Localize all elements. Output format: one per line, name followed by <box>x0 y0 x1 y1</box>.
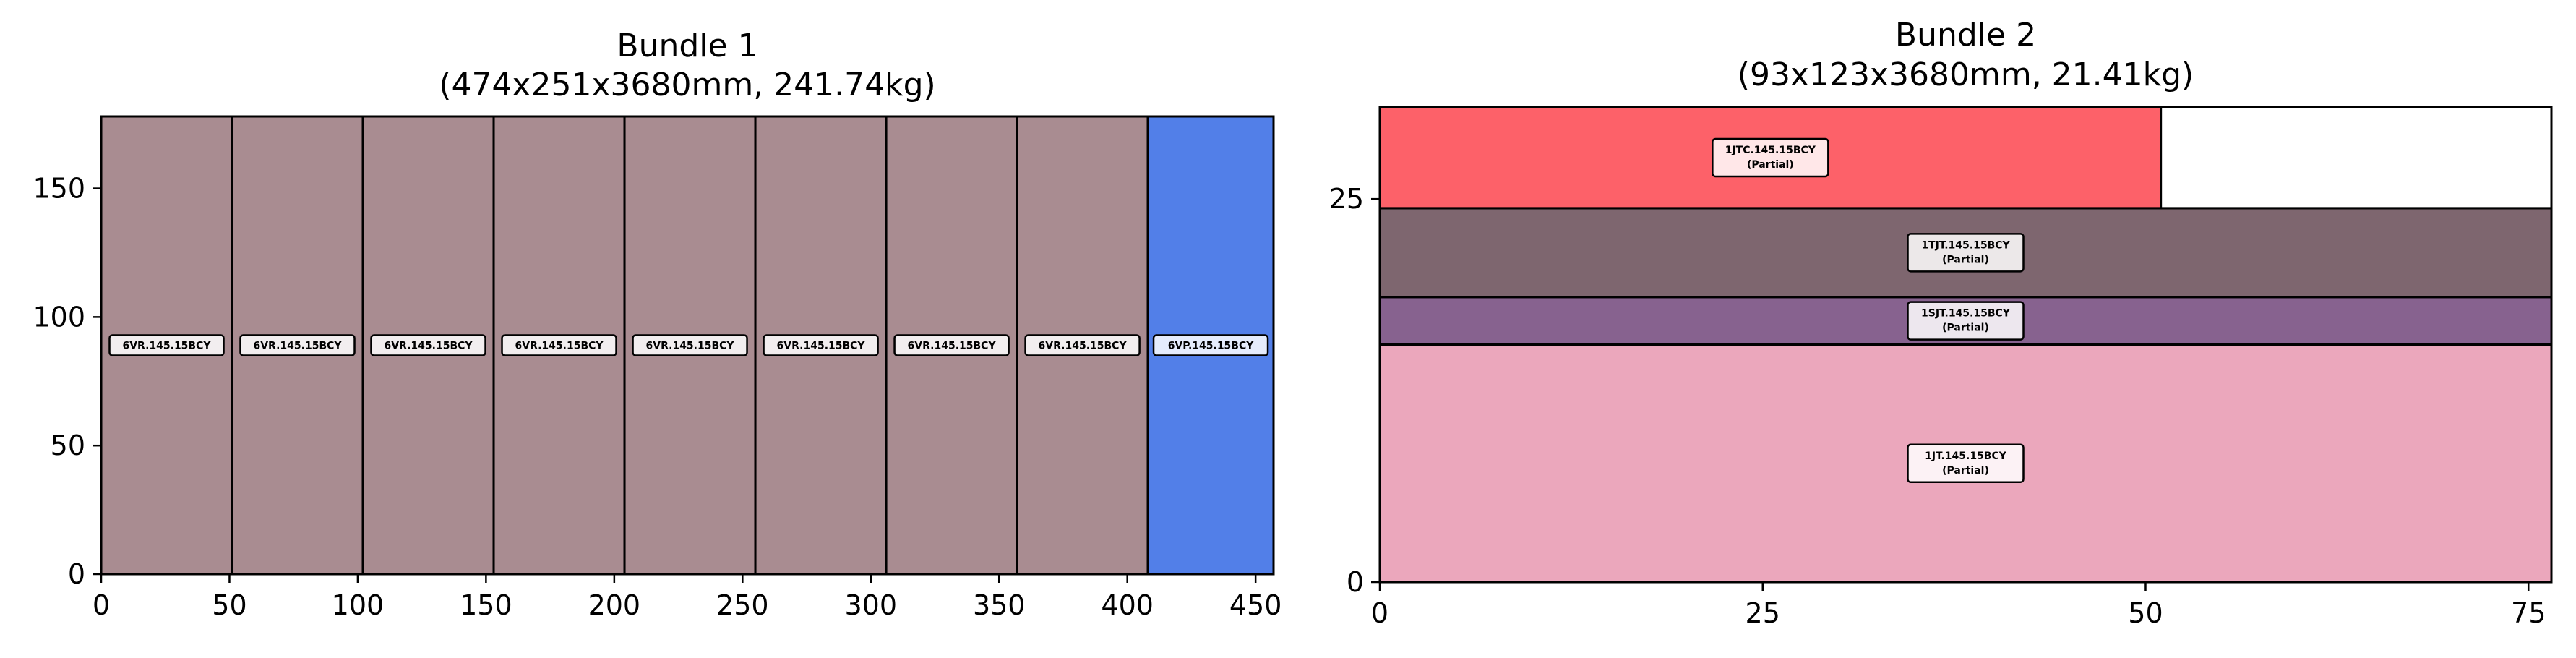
piece-label: 6VR.145.15BCY <box>1039 341 1128 352</box>
piece-label: 6VR.145.15BCY <box>385 341 473 352</box>
chart-title: Bundle 2 <box>1895 17 2036 54</box>
x-tick-label: 50 <box>212 589 246 621</box>
piece-label-box <box>1152 334 1269 356</box>
piece-label: 1SJT.145.15BCY <box>1921 308 2011 320</box>
x-tick-label: 200 <box>588 589 641 621</box>
chart-subtitle: (474x251x3680mm, 241.74kg) <box>439 67 935 103</box>
piece-label-box <box>1907 301 2025 341</box>
piece-label-box <box>108 334 225 356</box>
y-tick-label: 0 <box>1347 566 1364 598</box>
piece-label: 1JT.145.15BCY <box>1925 450 2007 462</box>
piece-label-box <box>1907 443 2025 483</box>
piece-label-box <box>1907 233 2025 273</box>
x-tick-label: 100 <box>332 589 385 621</box>
piece-label-box <box>239 334 356 356</box>
piece-sublabel: (Partial) <box>1942 322 1989 334</box>
piece-sublabel: (Partial) <box>1942 254 1989 265</box>
piece-label: 6VR.145.15BCY <box>515 341 604 352</box>
x-tick-label: 0 <box>1371 597 1388 629</box>
piece-label-box <box>370 334 486 356</box>
x-tick-label: 150 <box>460 589 512 621</box>
y-tick-label: 50 <box>51 430 85 461</box>
piece-label: 6VR.145.15BCY <box>908 341 997 352</box>
piece-rect <box>2160 106 2553 210</box>
x-tick-label: 250 <box>716 589 769 621</box>
chart-1: Bundle 1(474x251x3680mm, 241.74kg) 6VR.14… <box>33 27 1281 621</box>
x-tick-label: 400 <box>1101 589 1154 621</box>
chart-subtitle: (93x123x3680mm, 21.41kg) <box>1738 56 2194 93</box>
piece-label-box <box>1024 334 1141 356</box>
chart-title: Bundle 1 <box>617 27 757 64</box>
x-tick-label: 50 <box>2128 597 2163 629</box>
piece-label: 6VR.145.15BCY <box>122 341 211 352</box>
piece-label: 6VP.145.15BCY <box>1168 341 1255 352</box>
y-tick-label: 150 <box>33 173 85 205</box>
y-tick-label: 0 <box>68 558 85 590</box>
piece-label-box <box>632 334 748 356</box>
x-tick-label: 25 <box>1746 597 1780 629</box>
y-tick-label: 25 <box>1329 183 1364 215</box>
piece-label: 6VR.145.15BCY <box>777 341 866 352</box>
piece-label: 6VR.145.15BCY <box>646 341 735 352</box>
chart-2: Bundle 2(93x123x3680mm, 21.41kg) 1JT.145.… <box>1329 17 2553 629</box>
piece-label: 6VR.145.15BCY <box>253 341 342 352</box>
piece-label-box <box>1712 137 1829 178</box>
piece-label-box <box>893 334 1010 356</box>
y-tick-label: 100 <box>33 301 85 333</box>
piece-label: 1JTC.145.15BCY <box>1725 145 1816 156</box>
x-tick-label: 75 <box>2511 597 2546 629</box>
x-tick-label: 450 <box>1229 589 1282 621</box>
x-tick-label: 0 <box>93 589 110 621</box>
piece-label-box <box>501 334 617 356</box>
piece-sublabel: (Partial) <box>1942 465 1989 477</box>
piece-label-box <box>763 334 879 356</box>
x-tick-label: 350 <box>973 589 1026 621</box>
x-tick-label: 300 <box>845 589 898 621</box>
piece-label: 1TJT.145.15BCY <box>1921 239 2010 251</box>
piece-sublabel: (Partial) <box>1747 159 1794 171</box>
